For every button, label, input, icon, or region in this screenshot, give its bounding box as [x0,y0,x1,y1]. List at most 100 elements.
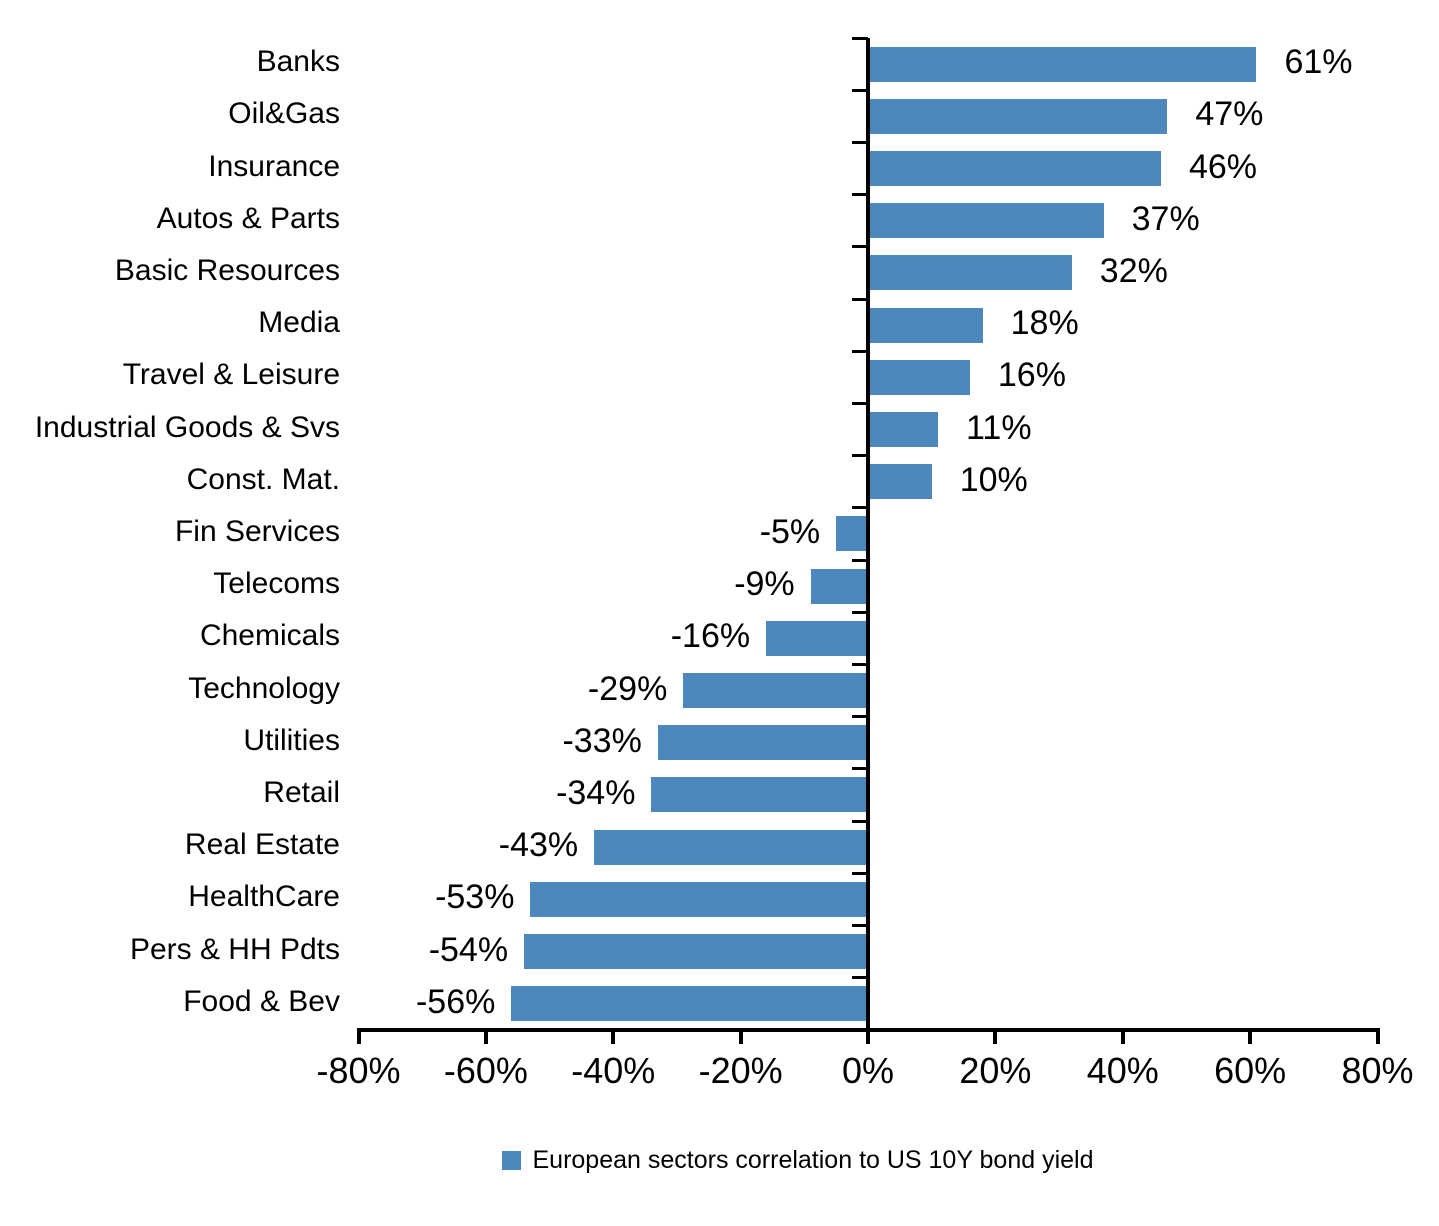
bar [868,307,983,343]
y-tick [852,36,868,40]
bar [524,934,868,969]
category-label: Basic Resources [114,253,340,287]
value-label: -53% [435,878,515,917]
category-label: Industrial Goods & Svs [34,410,340,444]
x-tick [1120,1030,1125,1044]
bar [657,725,868,761]
value-label: -33% [562,721,642,760]
y-tick [852,558,868,562]
x-tick-label: -40% [571,1050,656,1091]
category-label: Utilities [243,723,340,757]
bar [651,777,868,813]
x-tick [483,1030,488,1044]
y-tick [852,297,868,301]
category-label: Media [258,306,340,340]
y-tick [852,715,868,719]
y-tick [852,819,868,823]
x-tick [1248,1030,1253,1044]
value-label: 47% [1195,95,1264,134]
x-tick [993,1030,998,1044]
value-label: 32% [1099,251,1168,290]
category-label: Const. Mat. [186,462,340,496]
x-tick-label: -20% [698,1050,783,1091]
x-tick [611,1030,616,1044]
y-tick [852,401,868,405]
y-tick [852,923,868,927]
y-tick [852,662,868,666]
y-tick [852,871,868,875]
value-label: 11% [966,408,1032,447]
y-tick [852,245,868,249]
category-label: Real Estate [184,828,340,862]
value-label: 46% [1188,147,1258,186]
legend-entry: European sectors correlation to US 10Y b… [501,1146,1094,1175]
value-label: 37% [1131,199,1200,238]
value-label: -43% [498,826,579,865]
bar [868,255,1072,291]
bar [868,203,1104,239]
bar [594,829,868,865]
bar [868,151,1161,186]
x-tick [866,1030,870,1044]
x-tick-label: 40% [1086,1050,1159,1091]
y-tick [852,1028,868,1032]
bar [766,620,868,656]
bar [868,98,1168,134]
value-label: -34% [556,773,636,812]
x-tick-label: -60% [443,1050,528,1091]
y-tick [852,140,868,144]
value-label: 16% [997,356,1066,395]
category-label: Autos & Parts [156,201,340,235]
bar [511,986,868,1022]
x-tick [1375,1030,1380,1044]
category-label: Chemicals [199,619,340,653]
legend-label: European sectors correlation to US 10Y b… [532,1146,1094,1174]
bar [868,464,932,500]
category-label: Pers & HH Pdts [129,932,340,966]
value-label: 18% [1010,304,1079,343]
x-tick [738,1030,743,1044]
bar [868,359,970,395]
x-tick-label: 60% [1214,1050,1287,1091]
y-tick [852,767,868,771]
category-label: Travel & Leisure [122,358,340,392]
bar [810,568,868,604]
bar [868,412,939,447]
y-tick [852,193,868,197]
value-label: -9% [734,565,795,604]
category-label: Fin Services [174,514,340,548]
category-label: Retail [263,775,340,809]
x-tick-label: -80% [316,1050,401,1091]
value-label: 61% [1284,43,1353,82]
category-label: HealthCare [188,880,340,914]
category-label: Insurance [208,149,340,183]
bar [530,881,868,917]
value-label: -29% [587,669,668,708]
bar [683,673,868,708]
x-tick-label: 20% [959,1050,1032,1091]
legend-swatch-icon [501,1151,521,1170]
y-tick [852,976,868,980]
y-tick [852,610,868,614]
bar [836,516,868,552]
bar [868,46,1257,82]
value-label: -56% [415,982,496,1021]
category-label: Oil&Gas [228,97,340,131]
y-tick [852,88,868,92]
x-tick [356,1030,361,1044]
category-label: Telecoms [213,567,340,601]
y-tick [852,454,868,458]
zero-axis-line [866,38,870,1030]
y-tick [852,349,868,353]
value-label: 10% [959,460,1028,499]
x-tick-label: 80% [1341,1050,1414,1091]
legend: European sectors correlation to US 10Y b… [0,1146,1439,1175]
category-label: Food & Bev [183,984,340,1018]
value-label: -54% [428,930,509,969]
value-label: -16% [670,617,751,656]
category-label: Technology [188,671,340,705]
x-tick-label: 0% [841,1050,895,1091]
y-tick [852,506,868,510]
value-label: -5% [759,512,821,551]
